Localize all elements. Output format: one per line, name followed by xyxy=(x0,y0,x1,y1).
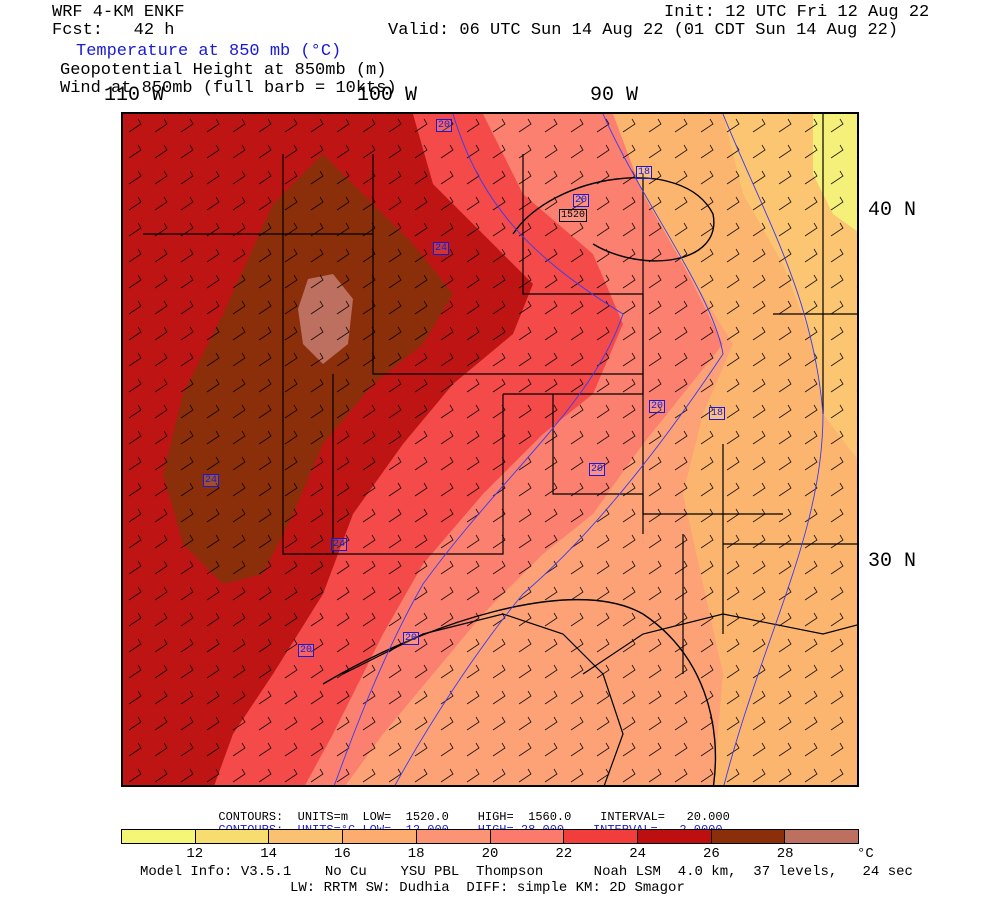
temp-contour-label: 24 xyxy=(203,474,220,487)
colorbar-swatch xyxy=(711,830,786,843)
colorbar-swatch xyxy=(269,830,344,843)
forecast-hour: Fcst: 42 h xyxy=(52,21,175,40)
temp-contour-label: 20 xyxy=(573,194,590,207)
init-time: Init: 12 UTC Fri 12 Aug 22 xyxy=(664,3,930,22)
colorbar-tick-label: 18 xyxy=(407,846,425,862)
lon-label-100w: 100 W xyxy=(357,84,418,107)
colorbar-swatch xyxy=(490,830,565,843)
physics-info: LW: RRTM SW: Dudhia DIFF: simple KM: 2D … xyxy=(290,880,685,896)
temperature-contours xyxy=(333,114,824,785)
temperature-colorbar xyxy=(121,829,859,844)
colorbar-swatch xyxy=(195,830,270,843)
temp-contour-label: 24 xyxy=(433,242,450,255)
colorbar-tick-label: 26 xyxy=(702,846,720,862)
colorbar-swatch xyxy=(564,830,638,843)
colorbar-swatch xyxy=(122,830,196,843)
temp-contour-label: 24 xyxy=(331,538,348,551)
lon-label-90w: 90 W xyxy=(590,84,639,107)
wind-barbs xyxy=(123,114,857,785)
colorbar-swatch xyxy=(416,830,491,843)
model-title: WRF 4-KM ENKF xyxy=(52,3,185,22)
wind-field-label: Wind at 850mb (full barb = 10kts) xyxy=(60,79,397,98)
temp-contour-label: 20 xyxy=(649,400,666,413)
lat-label-40n: 40 N xyxy=(868,199,917,222)
temp-contour-label: 20 xyxy=(589,463,606,476)
colorbar-swatch xyxy=(785,830,859,843)
colorbar-unit: °C xyxy=(857,846,874,862)
colorbar-tick-label: 20 xyxy=(481,846,499,862)
colorbar-tick-label: 22 xyxy=(555,846,573,862)
map-panel: 20 18 20 24 24 24 20 18 20 20 20 20 1520 xyxy=(121,112,859,787)
lat-label-30n: 30 N xyxy=(868,550,917,573)
height-contour-label: 1520 xyxy=(559,209,588,222)
model-info: Model Info: V3.5.1 No Cu YSU PBL Thompso… xyxy=(140,864,913,880)
legend-row-height: CONTOURS: UNITS=m LOW= 1520.0 HIGH= 1560… xyxy=(218,810,730,824)
valid-time: Valid: 06 UTC Sun 14 Aug 22 (01 CDT Sun … xyxy=(388,21,899,40)
colorbar-tick-label: 12 xyxy=(186,846,204,862)
temp-contour-label: 20 xyxy=(298,644,315,657)
temp-contour-label: 20 xyxy=(403,632,420,645)
temp-contour-label: 20 xyxy=(436,119,453,132)
height-contours xyxy=(322,177,717,785)
political-boundaries xyxy=(143,114,857,785)
temp-contour-label: 18 xyxy=(709,407,726,420)
colorbar-tick-label: 14 xyxy=(260,846,277,862)
map-canvas xyxy=(123,114,857,785)
colorbar-tick-label: 16 xyxy=(333,846,351,862)
height-field-label: Geopotential Height at 850mb (m) xyxy=(60,61,387,80)
temperature-field-label: Temperature at 850 mb (°C) xyxy=(76,42,342,61)
temp-contour-label: 18 xyxy=(636,166,653,179)
colorbar-swatch xyxy=(637,830,712,843)
colorbar-tick-label: 24 xyxy=(629,846,646,862)
lon-label-110w: 110 W xyxy=(104,84,165,107)
colorbar-tick-label: 28 xyxy=(776,846,794,862)
colorbar-swatch xyxy=(343,830,417,843)
